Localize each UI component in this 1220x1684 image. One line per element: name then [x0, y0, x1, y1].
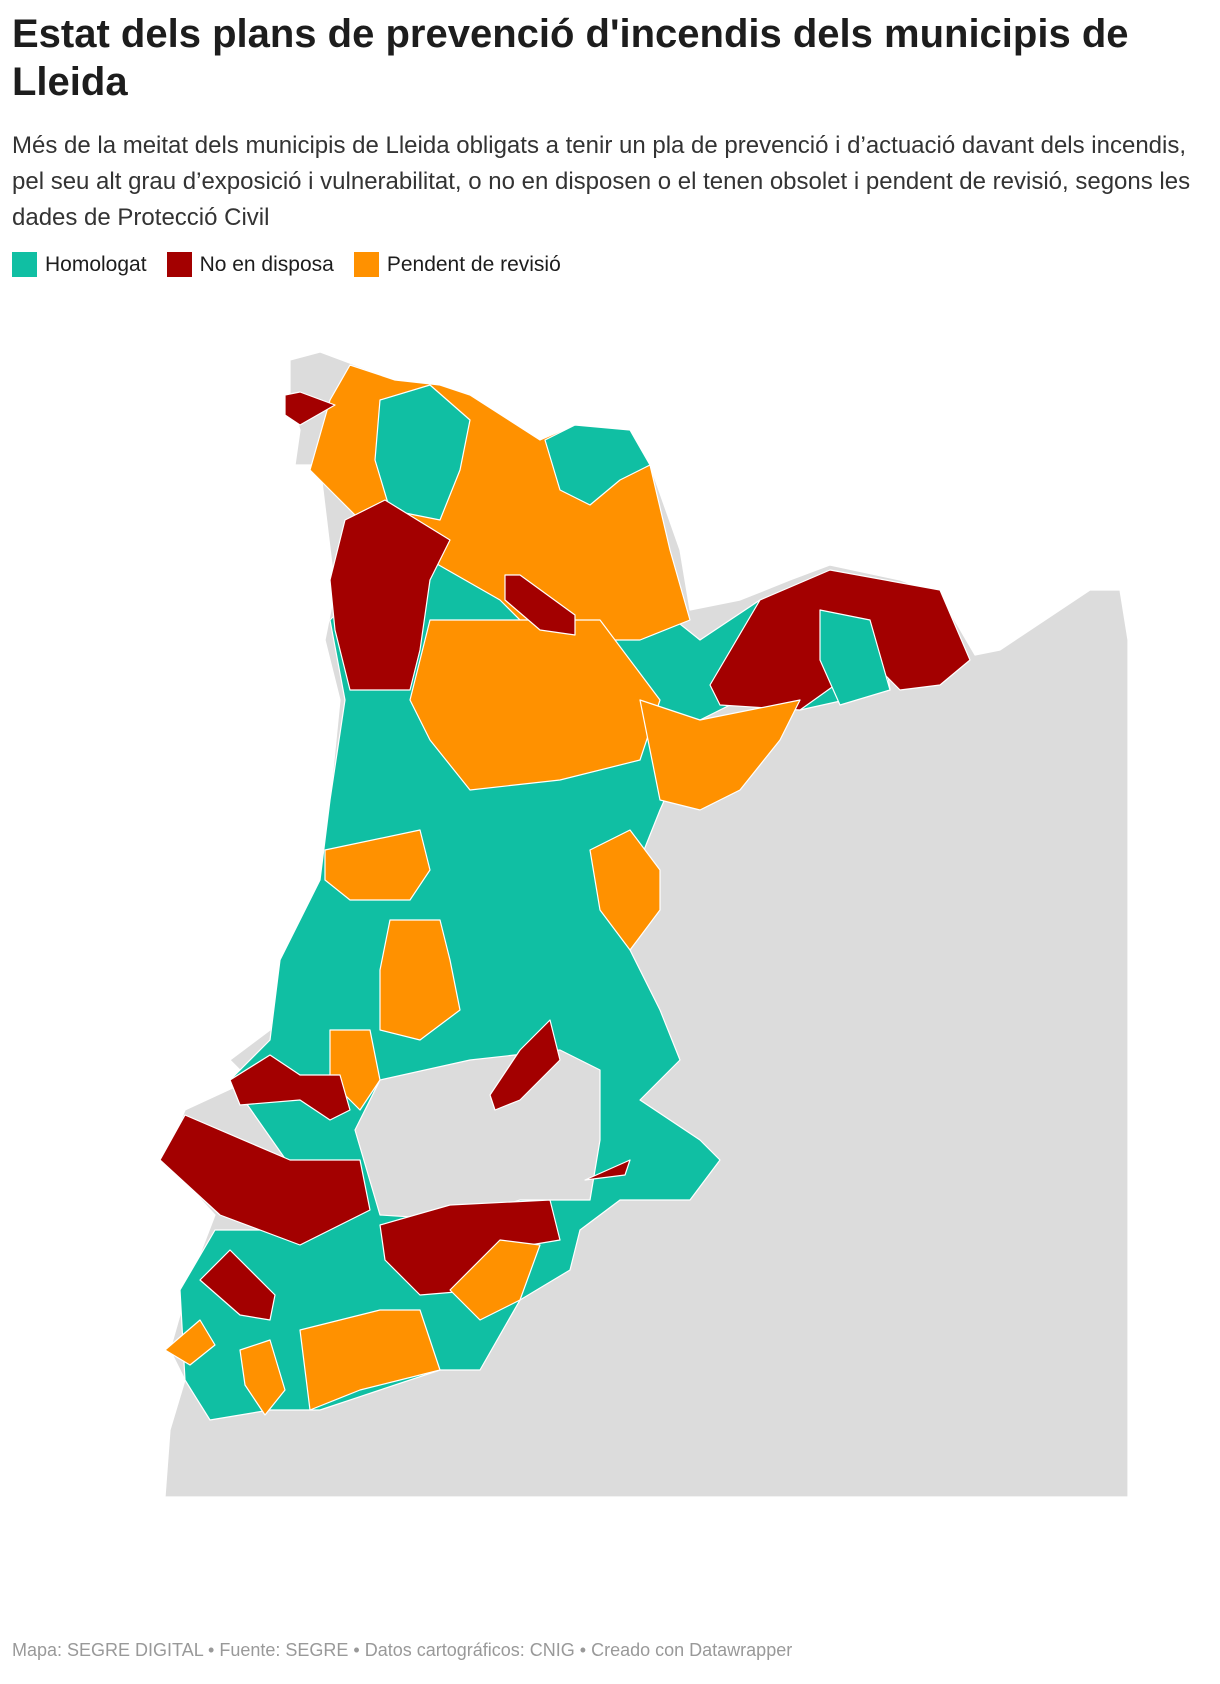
municipalities — [284, 391, 336, 426]
legend: Homologat No en disposa Pendent de revisió — [12, 252, 561, 277]
municipalities — [329, 499, 451, 691]
municipalities — [544, 424, 651, 506]
municipalities — [504, 574, 576, 636]
municipalities — [409, 619, 661, 791]
municipalities — [199, 1249, 276, 1321]
footer: Mapa: SEGRE DIGITAL • Fuente: SEGRE • Da… — [12, 1640, 793, 1660]
municipalities — [239, 1339, 286, 1416]
municipalities — [489, 1019, 561, 1111]
municipalities — [299, 1309, 441, 1411]
legend-item: Pendent de revisió — [353, 252, 561, 277]
chart-subtitle: Més de la meitat dels municipis de Lleid… — [12, 132, 1191, 231]
legend-swatch — [353, 252, 379, 277]
municipalities — [584, 1159, 631, 1181]
municipalities — [379, 919, 461, 1041]
legend-item: No en disposa — [166, 252, 334, 277]
municipalities — [374, 384, 471, 521]
legend-swatch — [12, 252, 37, 277]
municipalities — [324, 829, 431, 901]
legend-label: No en disposa — [199, 252, 334, 276]
municipalities — [819, 609, 891, 706]
municipalities — [639, 699, 801, 811]
legend-label: Homologat — [45, 252, 147, 276]
chart-title: Estat dels plans de prevenció d'incendis… — [12, 12, 1129, 104]
municipalities — [589, 829, 661, 951]
municipalities — [449, 1239, 541, 1321]
legend-swatch — [166, 252, 192, 277]
legend-item: Homologat — [12, 252, 147, 277]
municipalities — [229, 1054, 351, 1121]
municipalities — [159, 1114, 371, 1246]
legend-label: Pendent de revisió — [386, 252, 561, 276]
municipalities — [164, 1319, 216, 1366]
